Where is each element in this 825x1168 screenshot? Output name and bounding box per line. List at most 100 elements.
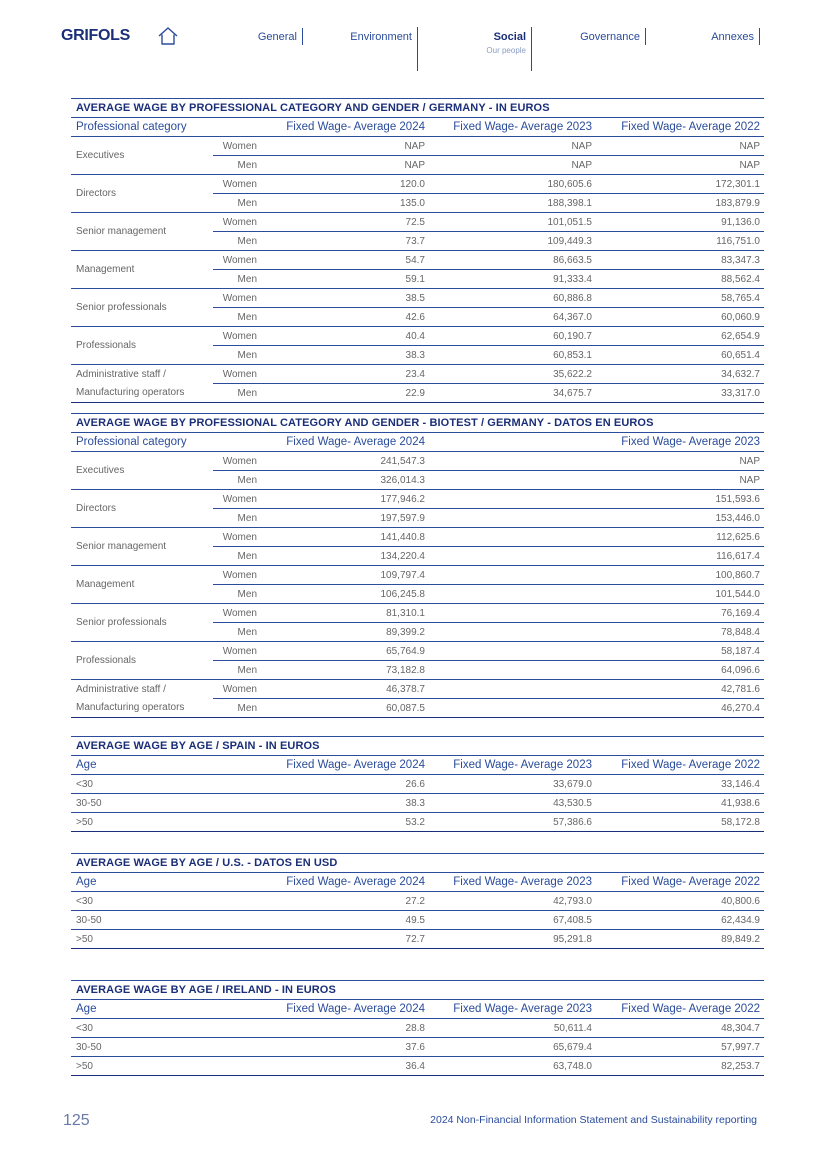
table-row: Senior management Women 141,440.8 112,625.6: [71, 527, 764, 566]
value-cell: 106,245.8: [263, 584, 429, 604]
gender-cell: Women: [213, 174, 263, 194]
age-cell: <30: [71, 1018, 263, 1038]
value-cell: 183,879.9: [596, 193, 764, 213]
table-row: 30-50 49.5 67,408.5 62,434.9: [71, 910, 764, 930]
category-cell: Executives: [71, 136, 213, 175]
gender-cell: Men: [213, 584, 263, 604]
value-cell: 60,087.5: [263, 698, 429, 718]
category-cell: Manufacturing operators: [71, 698, 213, 718]
table-row: <30 26.6 33,679.0 33,146.4: [71, 774, 764, 794]
column-header: Fixed Wage- Average 2023: [429, 432, 764, 452]
nav-governance[interactable]: Governance: [560, 28, 646, 49]
value-cell: 112,625.6: [429, 527, 764, 547]
value-cell: 326,014.3: [263, 470, 429, 490]
value-cell: 23.4: [263, 364, 429, 384]
value-cell: 134,220.4: [263, 546, 429, 566]
table-row: 30-50 37.6 65,679.4 57,997.7: [71, 1037, 764, 1057]
category-cell: Senior management: [71, 527, 213, 566]
value-cell: 151,593.6: [429, 489, 764, 509]
table-row: Directors Women 177,946.2 151,593.6: [71, 489, 764, 528]
column-header: Fixed Wage- Average 2023: [429, 755, 596, 775]
value-cell: NAP: [596, 155, 764, 175]
value-cell: 177,946.2: [263, 489, 429, 509]
value-cell: 54.7: [263, 250, 429, 270]
category-cell: Administrative staff /: [76, 683, 166, 695]
gender-cell: Women: [213, 679, 263, 699]
category-cell: Management: [71, 565, 213, 604]
value-cell: 180,605.6: [429, 174, 596, 194]
gender-cell: Men: [213, 193, 263, 213]
table-row: <30 27.2 42,793.0 40,800.6: [71, 891, 764, 911]
gender-cell: Women: [213, 527, 263, 547]
value-cell: 88,562.4: [596, 269, 764, 289]
nav-annexes[interactable]: Annexes: [694, 28, 760, 49]
home-icon[interactable]: [157, 26, 179, 46]
gender-cell: Men: [213, 269, 263, 289]
category-cell: Management: [71, 250, 213, 289]
value-cell: 58,172.8: [596, 812, 764, 832]
table-row: Men 106,245.8 101,544.0: [71, 584, 764, 604]
value-cell: 60,886.8: [429, 288, 596, 308]
table-row: Men 89,399.2 78,848.4: [71, 622, 764, 642]
gender-cell: Men: [213, 698, 263, 718]
gender-cell: Men: [213, 470, 263, 490]
gender-cell: Women: [213, 212, 263, 232]
value-cell: 241,547.3: [263, 451, 429, 471]
age-cell: >50: [71, 929, 263, 949]
value-cell: 35,622.2: [429, 364, 596, 384]
age-cell: 30-50: [71, 910, 263, 930]
nav-general[interactable]: General: [236, 28, 303, 49]
column-header: Fixed Wage- Average 2024: [263, 872, 429, 892]
column-header: Fixed Wage- Average 2024: [263, 755, 429, 775]
value-cell: 109,797.4: [263, 565, 429, 585]
table-row: Men 326,014.3 NAP: [71, 470, 764, 490]
value-cell: 40,800.6: [596, 891, 764, 911]
category-cell: Professionals: [71, 641, 213, 680]
nav-environment[interactable]: Environment: [330, 27, 418, 71]
column-header: Fixed Wage- Average 2024: [263, 117, 429, 137]
value-cell: NAP: [429, 451, 764, 471]
column-header: Fixed Wage- Average 2024: [263, 999, 429, 1019]
value-cell: 60,190.7: [429, 326, 596, 346]
gender-cell: Men: [213, 383, 263, 403]
nav-social-label: Social: [493, 31, 526, 43]
nav-social-sublabel[interactable]: Our people: [486, 46, 526, 55]
value-cell: 34,675.7: [429, 383, 596, 403]
gender-cell: Men: [213, 546, 263, 566]
value-cell: 26.6: [263, 774, 429, 794]
table-row: Men 135.0 188,398.1 183,879.9: [71, 193, 764, 213]
table-row: Administrative staff / Women 46,378.7 42,78…: [71, 679, 764, 699]
nav-environment-label: Environment: [350, 31, 412, 43]
value-cell: 41,938.6: [596, 793, 764, 813]
value-cell: 38.5: [263, 288, 429, 308]
value-cell: 101,544.0: [429, 584, 764, 604]
category-cell: Senior professionals: [71, 603, 213, 642]
value-cell: 91,333.4: [429, 269, 596, 289]
gender-cell: Men: [213, 622, 263, 642]
value-cell: NAP: [263, 136, 429, 156]
table-row: Senior management Women 72.5 101,051.5 91,13…: [71, 212, 764, 251]
table-row: Men 59.1 91,333.4 88,562.4: [71, 269, 764, 289]
value-cell: 50,611.4: [429, 1018, 596, 1038]
table-row: Manufacturing operators Men 22.9 34,675.7 33…: [71, 383, 764, 403]
value-cell: 46,270.4: [429, 698, 764, 718]
value-cell: 34,632.7: [596, 364, 764, 384]
table-title: AVERAGE WAGE BY PROFESSIONAL CATEGORY AN…: [71, 413, 764, 432]
gender-cell: Women: [213, 326, 263, 346]
nav-social[interactable]: Social Our people: [460, 27, 532, 71]
gender-cell: Men: [213, 345, 263, 365]
column-header: Age: [71, 755, 263, 775]
column-header: Fixed Wage- Average 2023: [429, 872, 596, 892]
value-cell: 42,793.0: [429, 891, 596, 911]
value-cell: 33,679.0: [429, 774, 596, 794]
category-cell: Directors: [71, 489, 213, 528]
value-cell: 95,291.8: [429, 929, 596, 949]
column-header: Fixed Wage- Average 2023: [429, 117, 596, 137]
grifols-logo[interactable]: GRIFOLS: [61, 27, 131, 44]
value-cell: 42.6: [263, 307, 429, 327]
value-cell: NAP: [596, 136, 764, 156]
table-row: Men 197,597.9 153,446.0: [71, 508, 764, 528]
value-cell: NAP: [263, 155, 429, 175]
value-cell: 116,617.4: [429, 546, 764, 566]
value-cell: 135.0: [263, 193, 429, 213]
